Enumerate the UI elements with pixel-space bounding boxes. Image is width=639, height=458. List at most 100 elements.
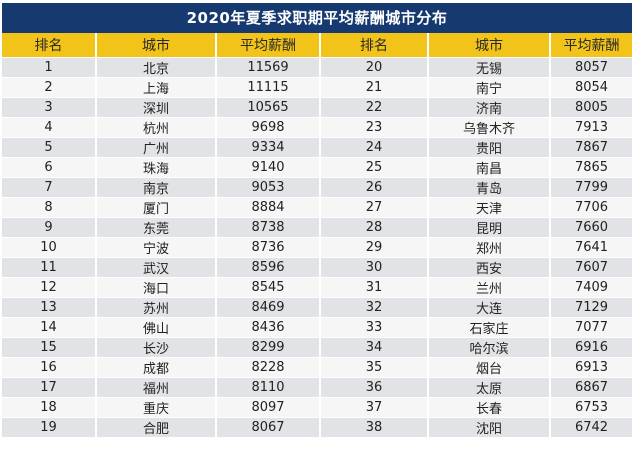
city-cell: 郑州 (428, 237, 551, 258)
salary-cell: 8738 (216, 217, 321, 238)
rank-cell: 8 (2, 197, 97, 218)
salary-cell: 7409 (550, 277, 632, 298)
table-row: 14 佛山 8436 33 石家庄 7077 (2, 317, 632, 338)
salary-cell: 7865 (550, 157, 632, 178)
salary-cell: 8054 (550, 77, 632, 98)
table-row: 1 北京 11569 20 无锡 8057 (2, 57, 632, 78)
salary-cell: 11115 (216, 77, 321, 98)
salary-cell: 10565 (216, 97, 321, 118)
rank-cell: 3 (2, 97, 97, 118)
city-cell: 北京 (96, 57, 217, 78)
rank-cell: 13 (2, 297, 97, 318)
salary-cell: 6867 (550, 377, 632, 398)
city-cell: 沈阳 (428, 417, 551, 438)
rank-cell: 10 (2, 237, 97, 258)
salary-cell: 7660 (550, 217, 632, 238)
rank-cell: 11 (2, 257, 97, 278)
table-header-row: 排名 城市 平均薪酬 排名 城市 平均薪酬 (2, 33, 632, 58)
rank-cell: 18 (2, 397, 97, 418)
rank-cell: 2 (2, 77, 97, 98)
salary-cell: 8299 (216, 337, 321, 358)
city-cell: 重庆 (96, 397, 217, 418)
rank-cell: 6 (2, 157, 97, 178)
salary-cell: 6916 (550, 337, 632, 358)
table-row: 7 南京 9053 26 青岛 7799 (2, 177, 632, 198)
salary-cell: 7706 (550, 197, 632, 218)
table-row: 2 上海 11115 21 南宁 8054 (2, 77, 632, 98)
city-cell: 上海 (96, 77, 217, 98)
table-row: 15 长沙 8299 34 哈尔滨 6916 (2, 337, 632, 358)
city-cell: 苏州 (96, 297, 217, 318)
table-row: 6 珠海 9140 25 南昌 7865 (2, 157, 632, 178)
salary-cell: 8067 (216, 417, 321, 438)
salary-cell: 7129 (550, 297, 632, 318)
city-cell: 杭州 (96, 117, 217, 138)
city-cell: 厦门 (96, 197, 217, 218)
city-cell: 石家庄 (428, 317, 551, 338)
salary-cell: 6742 (550, 417, 632, 438)
city-cell: 乌鲁木齐 (428, 117, 551, 138)
city-cell: 贵阳 (428, 137, 551, 158)
salary-cell: 9140 (216, 157, 321, 178)
salary-cell: 8228 (216, 357, 321, 378)
salary-cell: 8884 (216, 197, 321, 218)
rank-cell: 5 (2, 137, 97, 158)
table-row: 11 武汉 8596 30 西安 7607 (2, 257, 632, 278)
city-cell: 西安 (428, 257, 551, 278)
rank-cell: 21 (320, 77, 429, 98)
rank-cell: 29 (320, 237, 429, 258)
table-row: 18 重庆 8097 37 长春 6753 (2, 397, 632, 418)
salary-ranking-table-card: 2020年夏季求职期平均薪酬城市分布 排名 城市 平均薪酬 排名 城市 平均薪酬… (2, 3, 632, 438)
rank-cell: 25 (320, 157, 429, 178)
city-cell: 济南 (428, 97, 551, 118)
salary-cell: 8057 (550, 57, 632, 78)
salary-cell: 7867 (550, 137, 632, 158)
table-row: 17 福州 8110 36 太原 6867 (2, 377, 632, 398)
salary-cell: 7913 (550, 117, 632, 138)
rank-cell: 19 (2, 417, 97, 438)
city-cell: 天津 (428, 197, 551, 218)
city-cell: 合肥 (96, 417, 217, 438)
table-title: 2020年夏季求职期平均薪酬城市分布 (2, 3, 632, 33)
salary-cell: 8005 (550, 97, 632, 118)
column-header-salary-right: 平均薪酬 (550, 33, 632, 58)
column-header-salary-left: 平均薪酬 (216, 33, 321, 58)
city-cell: 大连 (428, 297, 551, 318)
column-header-rank-left: 排名 (2, 33, 97, 58)
salary-cell: 8436 (216, 317, 321, 338)
rank-cell: 23 (320, 117, 429, 138)
rank-cell: 1 (2, 57, 97, 78)
table-body: 1 北京 11569 20 无锡 8057 2 上海 11115 21 南宁 8054 3 深圳 10565… (2, 57, 632, 438)
rank-cell: 17 (2, 377, 97, 398)
city-cell: 哈尔滨 (428, 337, 551, 358)
column-header-city-right: 城市 (428, 33, 551, 58)
salary-cell: 9053 (216, 177, 321, 198)
city-cell: 青岛 (428, 177, 551, 198)
salary-cell: 7607 (550, 257, 632, 278)
city-cell: 南京 (96, 177, 217, 198)
salary-cell: 7077 (550, 317, 632, 338)
salary-cell: 9334 (216, 137, 321, 158)
city-cell: 海口 (96, 277, 217, 298)
rank-cell: 27 (320, 197, 429, 218)
rank-cell: 9 (2, 217, 97, 238)
salary-cell: 7641 (550, 237, 632, 258)
city-cell: 南宁 (428, 77, 551, 98)
column-header-rank-right: 排名 (320, 33, 429, 58)
rank-cell: 33 (320, 317, 429, 338)
city-cell: 福州 (96, 377, 217, 398)
salary-cell: 8545 (216, 277, 321, 298)
rank-cell: 32 (320, 297, 429, 318)
rank-cell: 30 (320, 257, 429, 278)
city-cell: 东莞 (96, 217, 217, 238)
salary-cell: 6753 (550, 397, 632, 418)
city-cell: 南昌 (428, 157, 551, 178)
rank-cell: 28 (320, 217, 429, 238)
table-row: 19 合肥 8067 38 沈阳 6742 (2, 417, 632, 438)
city-cell: 广州 (96, 137, 217, 158)
rank-cell: 24 (320, 137, 429, 158)
city-cell: 兰州 (428, 277, 551, 298)
city-cell: 烟台 (428, 357, 551, 378)
salary-ranking-table: 排名 城市 平均薪酬 排名 城市 平均薪酬 1 北京 11569 20 无锡 8057 2 上… (2, 33, 632, 438)
salary-cell: 8097 (216, 397, 321, 418)
